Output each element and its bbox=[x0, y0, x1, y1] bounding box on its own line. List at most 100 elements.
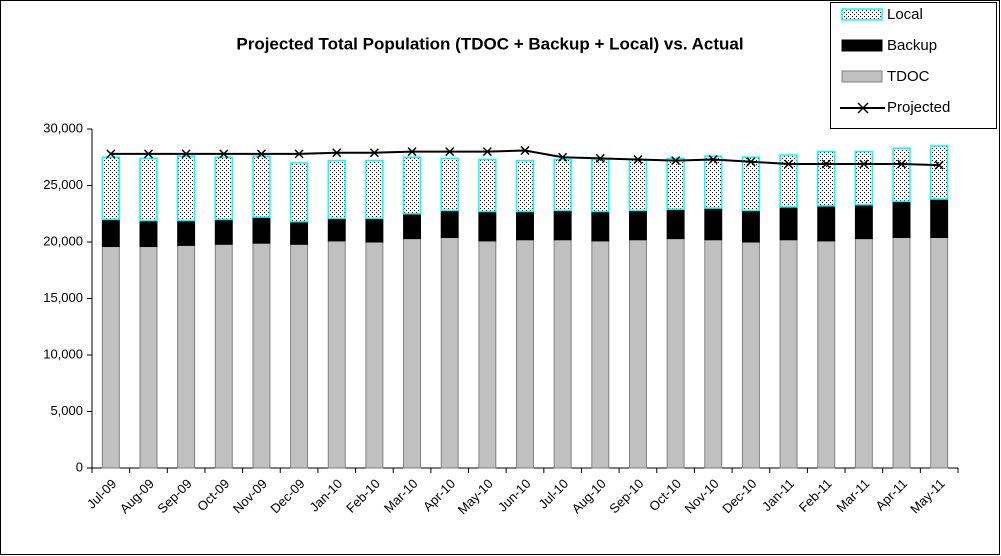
bar-segment bbox=[666, 157, 685, 210]
bar-segment bbox=[214, 243, 233, 469]
bar-segment bbox=[101, 218, 120, 248]
bar-segment bbox=[252, 242, 271, 469]
bar-segment bbox=[252, 216, 271, 244]
bar-segment bbox=[327, 240, 346, 469]
bar-segment bbox=[478, 158, 497, 213]
bar-segment bbox=[892, 236, 911, 469]
projected-marker bbox=[558, 152, 568, 162]
projected-marker bbox=[821, 159, 831, 169]
bar-segment bbox=[553, 158, 572, 212]
bar-segment bbox=[365, 217, 384, 243]
bar-segment bbox=[139, 220, 158, 248]
bar-segment bbox=[214, 156, 234, 221]
bar-segment bbox=[478, 240, 497, 469]
bar-segment bbox=[177, 220, 196, 246]
bar-segment bbox=[478, 210, 497, 242]
bar-segment bbox=[440, 236, 459, 469]
bar-segment bbox=[289, 162, 309, 223]
bar-segment bbox=[101, 246, 120, 469]
projected-marker bbox=[256, 149, 266, 159]
bar-segment bbox=[779, 206, 798, 241]
bar-segment bbox=[440, 209, 459, 238]
bar-segment bbox=[553, 239, 572, 469]
legend-label: Projected bbox=[887, 99, 950, 116]
y-tick-label: 10,000 bbox=[43, 346, 83, 361]
bar-segment bbox=[892, 200, 911, 238]
bar-segment bbox=[290, 221, 309, 245]
bar-segment bbox=[252, 155, 271, 218]
bar-segment bbox=[515, 159, 535, 213]
projected-marker bbox=[369, 148, 379, 158]
legend-label: TDOC bbox=[887, 68, 930, 85]
bar-segment bbox=[816, 150, 836, 207]
projected-marker bbox=[143, 149, 154, 159]
bar-segment bbox=[591, 210, 610, 242]
projected-marker bbox=[859, 159, 869, 169]
projected-marker bbox=[708, 154, 718, 165]
projected-marker bbox=[106, 149, 116, 159]
legend-swatch bbox=[841, 8, 883, 21]
projected-marker bbox=[181, 149, 191, 159]
bar-segment bbox=[628, 239, 647, 469]
bar-segment bbox=[704, 155, 723, 209]
bar-segment bbox=[628, 158, 648, 212]
bar-segment bbox=[854, 204, 873, 240]
y-tick-label: 0 bbox=[76, 459, 83, 474]
projected-marker bbox=[520, 145, 530, 156]
bar-segment bbox=[817, 240, 836, 469]
bar-segment bbox=[930, 236, 949, 469]
bar-segment bbox=[666, 238, 685, 469]
bar-segment bbox=[591, 158, 610, 213]
bar-segment bbox=[403, 213, 422, 240]
projected-marker bbox=[934, 160, 944, 170]
y-tick-label: 20,000 bbox=[43, 233, 83, 248]
bar-segment bbox=[214, 218, 233, 245]
projected-marker bbox=[445, 147, 455, 157]
bar-segment bbox=[854, 238, 873, 469]
bar-segment bbox=[402, 156, 422, 215]
bar-segment bbox=[139, 246, 158, 469]
bar-segment bbox=[704, 239, 723, 469]
projected-marker bbox=[671, 156, 681, 166]
bar-segment bbox=[741, 209, 760, 243]
bar-segment bbox=[101, 156, 121, 221]
projected-marker bbox=[595, 153, 605, 163]
bar-segment bbox=[854, 150, 874, 206]
bar-segment bbox=[327, 159, 346, 220]
bar-segment bbox=[741, 241, 760, 469]
projected-marker bbox=[633, 154, 643, 165]
bar-segment bbox=[929, 145, 949, 200]
projected-marker bbox=[482, 147, 492, 157]
bar-segment bbox=[516, 239, 534, 469]
projected-marker bbox=[219, 149, 229, 159]
legend-label: Backup bbox=[887, 37, 937, 54]
bar-segment bbox=[591, 240, 610, 469]
bar-segment bbox=[440, 157, 459, 212]
legend-swatch bbox=[841, 70, 883, 83]
bar-segment bbox=[892, 147, 911, 203]
legend-label: Local bbox=[887, 6, 923, 23]
y-tick-label: 5,000 bbox=[50, 403, 83, 418]
projected-marker bbox=[332, 148, 342, 158]
bar-segment bbox=[290, 243, 309, 469]
bar-segment bbox=[403, 238, 422, 469]
projected-marker bbox=[896, 159, 907, 169]
bar-segment bbox=[177, 244, 196, 469]
bar-segment bbox=[666, 208, 685, 240]
bar-segment bbox=[741, 156, 761, 212]
bar-segment bbox=[779, 239, 798, 469]
legend-swatch bbox=[841, 39, 883, 52]
y-tick-label: 30,000 bbox=[43, 120, 83, 135]
projected-marker bbox=[784, 159, 794, 169]
bar-segment bbox=[365, 241, 384, 469]
y-tick-label: 25,000 bbox=[43, 177, 83, 192]
bar-segment bbox=[176, 155, 196, 222]
projected-marker bbox=[407, 147, 417, 157]
bar-segment bbox=[365, 159, 384, 220]
bar-segment bbox=[139, 157, 158, 222]
bar-segment bbox=[553, 209, 572, 241]
projected-marker bbox=[294, 149, 304, 159]
bar-segment bbox=[930, 198, 949, 238]
chart-title: Projected Total Population (TDOC + Backu… bbox=[236, 34, 743, 53]
legend-marker bbox=[857, 102, 869, 114]
